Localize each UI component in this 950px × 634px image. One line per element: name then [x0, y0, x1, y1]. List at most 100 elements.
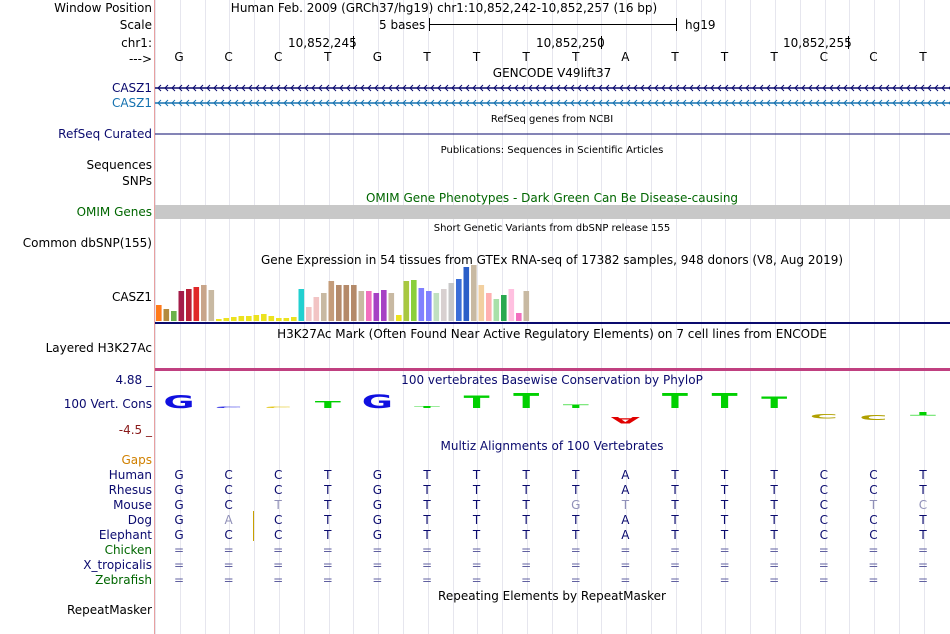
scale-db-text: hg19 [685, 18, 716, 32]
gridline [800, 0, 801, 634]
refseq-curated-label[interactable]: RefSeq Curated [58, 127, 152, 141]
aligned-base: = [917, 543, 929, 557]
gtex-tissue-bar [171, 311, 177, 321]
reference-base: T [671, 50, 679, 64]
layered-h3k27ac-label[interactable]: Layered H3K27Ac [45, 341, 152, 355]
aligned-base: = [372, 543, 383, 557]
aligned-base: = [719, 558, 730, 572]
strand-chevron [913, 99, 918, 107]
species-label[interactable]: Elephant [98, 528, 152, 542]
strand-chevron [843, 84, 848, 92]
snps-label[interactable]: SNPs [122, 174, 152, 188]
aligned-base: C [224, 528, 233, 542]
conservation-letter: T [315, 399, 341, 411]
strand-chevron [297, 84, 302, 92]
strand-chevron [857, 99, 862, 107]
aligned-base: G [372, 528, 383, 542]
aligned-base: C [819, 498, 828, 512]
gtex-tissue-bar [411, 280, 417, 321]
aligned-base: G [372, 498, 383, 512]
genome-browser-image[interactable]: Human Feb. 2009 (GRCh37/hg19) chr1:10,85… [155, 0, 950, 634]
gtex-bar-chart[interactable] [155, 0, 950, 634]
aligned-base: G [174, 498, 184, 512]
strand-chevron [661, 99, 666, 107]
species-label[interactable]: Mouse [113, 498, 152, 512]
gridline [577, 0, 578, 634]
aligned-base: T [472, 498, 481, 512]
reference-base: T [472, 50, 481, 64]
refseq-track-title: RefSeq genes from NCBI [490, 114, 614, 125]
strand-chevron [402, 84, 407, 92]
casz1-gencode-label[interactable]: CASZ1 [111, 81, 152, 95]
aligned-base: T [324, 528, 332, 542]
strand-chevron [164, 84, 169, 92]
reference-base: T [572, 50, 580, 64]
strand-chevron [521, 99, 526, 107]
gtex-gene-bar [155, 322, 950, 324]
aligned-base: = [769, 543, 780, 557]
strand-chevron [675, 99, 680, 107]
casz1-gencode-alt-label[interactable]: CASZ1 [111, 96, 152, 110]
gridline [750, 0, 751, 634]
strand-chevron [577, 84, 582, 92]
gtex-gene-label[interactable]: CASZ1 [111, 290, 152, 304]
coord-tick-mark-3 [848, 36, 849, 49]
species-label[interactable]: Dog [127, 513, 152, 527]
conservation-track-label[interactable]: 100 Vert. Cons [63, 397, 152, 411]
gtex-tissue-bar [321, 293, 327, 321]
strand-chevron [367, 99, 372, 107]
strand-chevron [752, 99, 757, 107]
gtex-tissue-bar [478, 285, 485, 321]
strand-chevron [759, 84, 764, 92]
species-label[interactable]: X_tropicalis [83, 558, 152, 572]
strand-chevron [542, 99, 547, 107]
gtex-tissue-bar [268, 316, 275, 321]
species-label[interactable]: Zebrafish [95, 573, 152, 587]
strand-chevron [668, 84, 673, 92]
strand-chevron [591, 84, 596, 92]
strand-chevron [801, 99, 806, 107]
common-dbsnp-label[interactable]: Common dbSNP(155) [22, 236, 152, 250]
strand-chevron [290, 99, 295, 107]
gridline [676, 0, 677, 634]
strand-chevron [416, 99, 421, 107]
species-label[interactable]: Rhesus [108, 483, 152, 497]
aligned-base: T [472, 528, 481, 542]
coord-tick-3: 10,852,255 [783, 36, 852, 50]
species-label[interactable]: Chicken [104, 543, 152, 557]
strand-chevron [570, 84, 575, 92]
gtex-tissue-bar [418, 288, 425, 321]
species-label[interactable]: Human [108, 468, 152, 482]
aligned-base: T [522, 513, 530, 527]
aligned-base: = [471, 573, 482, 587]
strand-chevron [605, 99, 610, 107]
gtex-tissue-bar [336, 285, 342, 321]
conservation-letter: G [163, 392, 194, 413]
conservation-logo[interactable]: G C C T G T T T TAT T TC C T [155, 0, 950, 634]
scale-bar [429, 24, 677, 25]
strand-chevron [563, 99, 568, 107]
aligned-base: T [621, 498, 630, 512]
gtex-tissue-bar [208, 290, 215, 321]
strand-chevron [451, 84, 456, 92]
strand-chevron [339, 99, 344, 107]
omim-genes-label[interactable]: OMIM Genes [76, 205, 152, 219]
aligned-base: T [770, 468, 778, 482]
sequences-label[interactable]: Sequences [86, 158, 152, 172]
gtex-tissue-bar [388, 293, 395, 321]
strand-chevron [836, 99, 841, 107]
repeatmasker-label[interactable]: RepeatMasker [66, 603, 152, 617]
strand-chevron [864, 99, 869, 107]
gtex-tissue-bar [283, 318, 290, 321]
window-position-text: Human Feb. 2009 (GRCh37/hg19) chr1:10,85… [230, 1, 658, 15]
strand-chevron [325, 99, 330, 107]
conservation-letter: T [910, 411, 937, 416]
strand-chevron [626, 99, 631, 107]
strand-chevron [934, 84, 939, 92]
gridline [725, 0, 726, 634]
gtex-tissue-bar [178, 291, 185, 321]
strand-chevron [213, 99, 218, 107]
gtex-tissue-bar [456, 279, 462, 321]
aligned-base: A [621, 528, 630, 542]
omim-gene-bar[interactable] [155, 205, 950, 219]
